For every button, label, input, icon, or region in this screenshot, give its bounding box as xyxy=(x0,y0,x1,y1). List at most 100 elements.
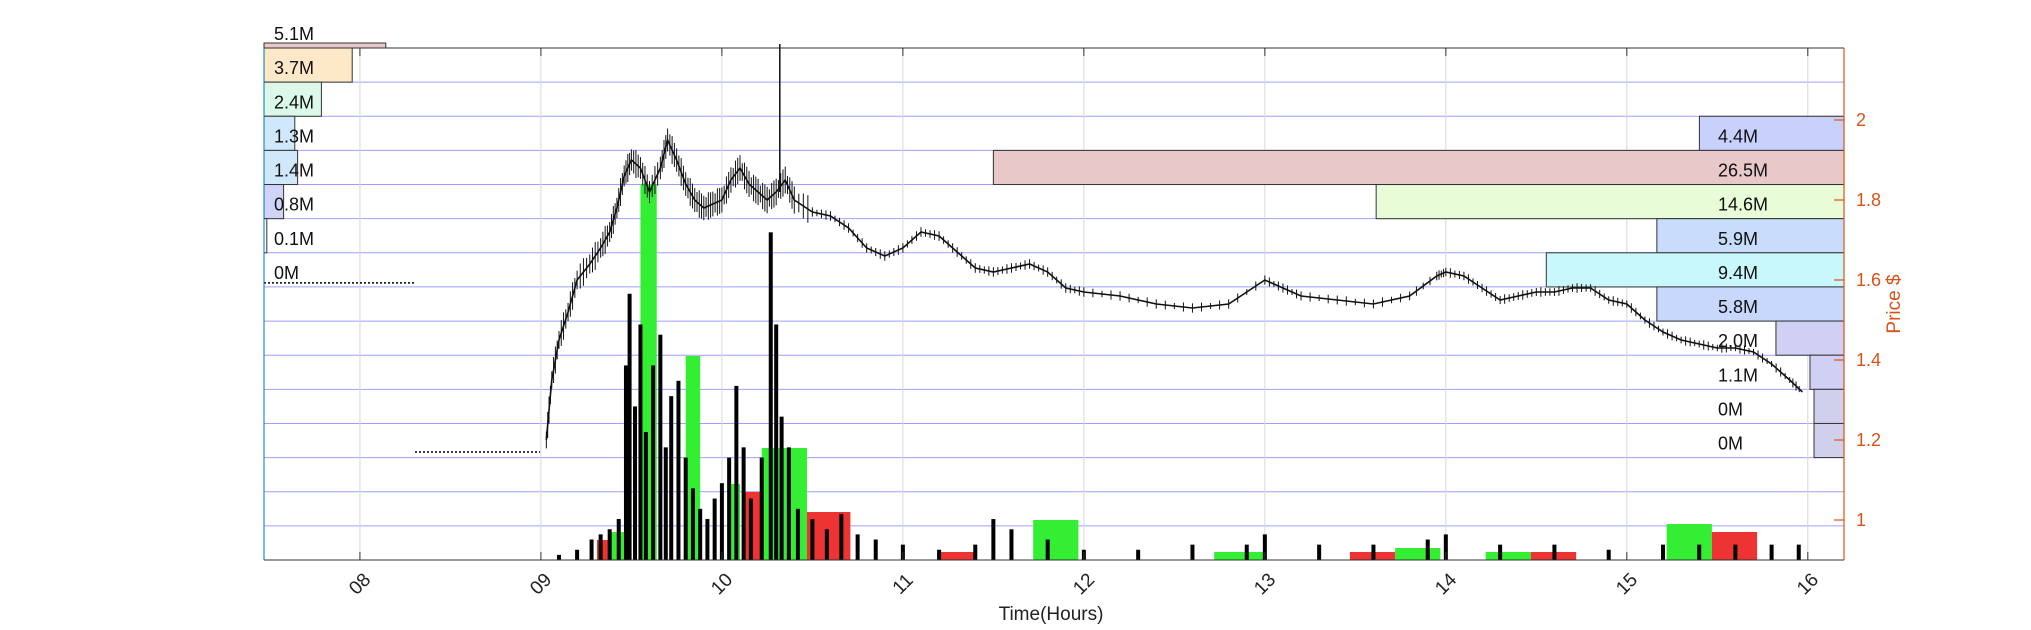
trade-volume-spike xyxy=(557,554,562,560)
x-tick-label: 09 xyxy=(526,569,556,599)
left-profile-label: 3.7M xyxy=(274,58,314,78)
y-tick-label: 1.6 xyxy=(1856,270,1881,290)
trade-volume-spike xyxy=(598,534,603,560)
trade-volume-spike xyxy=(589,539,594,560)
trade-volume-spike xyxy=(937,549,942,560)
trade-volume-spike xyxy=(973,544,978,560)
right-profile-bar xyxy=(1813,388,1845,424)
right-profile-bar xyxy=(1698,115,1845,151)
trade-volume-spike xyxy=(1697,544,1702,560)
price-layer xyxy=(545,44,1803,449)
trade-volume-spike xyxy=(575,549,580,560)
right-profile-label: 0M xyxy=(1718,399,1743,419)
trade-volume-spike xyxy=(1262,534,1267,560)
buy-volume-bar xyxy=(1033,520,1079,560)
buy-volume-bar xyxy=(1395,548,1441,560)
trade-volume-spike xyxy=(1009,529,1014,560)
trade-volume-spike xyxy=(1733,544,1738,560)
trade-volume-spike xyxy=(774,324,779,560)
y-tick-label: 1 xyxy=(1856,510,1866,530)
right-profile-bar xyxy=(992,149,1845,186)
trade-volume-spike xyxy=(690,488,695,560)
trade-volume-spike xyxy=(873,539,878,560)
left-profile-label: 0.8M xyxy=(274,195,314,215)
trade-volume-spike xyxy=(824,529,829,560)
trade-volume-spike xyxy=(1136,549,1141,560)
trade-volume-spike xyxy=(633,406,638,560)
trade-volume-spike xyxy=(1190,544,1195,560)
x-tick-label: 15 xyxy=(1612,569,1642,599)
right-profile-label: 9.4M xyxy=(1718,263,1758,283)
trade-volume-spike xyxy=(658,334,663,560)
y-tick-label: 1.8 xyxy=(1856,190,1881,210)
sell-volume-bar xyxy=(745,492,762,560)
right-profile-bar xyxy=(1375,184,1845,220)
right-profile-bar xyxy=(1775,320,1845,356)
buy-volume-bar xyxy=(1214,552,1265,560)
trade-volume-spike xyxy=(839,513,844,560)
trade-volume-spike xyxy=(748,498,753,560)
right-profile-bar xyxy=(1809,354,1845,390)
trade-volume-spike xyxy=(651,365,656,560)
trade-volume-spike xyxy=(1425,539,1430,560)
trade-volume-spike xyxy=(741,447,746,560)
axes-layer: 08 09 10 11 12 13 14 15 16 1 1.2 1.4 1.6 1.8 2 xyxy=(263,47,1881,599)
buy-volume-bar xyxy=(761,448,807,560)
right-profile-label: 5.9M xyxy=(1718,229,1758,249)
trade-volume-spike xyxy=(855,534,860,560)
trade-volume-spike xyxy=(810,519,815,560)
right-profile-label: 14.6M xyxy=(1718,195,1768,215)
buy-volume-bar xyxy=(1666,524,1712,560)
trade-volume-spike xyxy=(786,447,791,560)
trade-volume-spike xyxy=(1317,544,1322,560)
x-tick-label: 10 xyxy=(707,569,737,599)
buy-volume-bar xyxy=(685,356,701,560)
trade-volume-spike xyxy=(638,324,643,560)
trade-volume-spike xyxy=(1552,544,1557,560)
trade-volume-spike xyxy=(727,457,732,560)
trade-volume-spike xyxy=(1769,544,1774,560)
trade-volume-spike xyxy=(616,519,621,560)
right-profile-label: 2.0M xyxy=(1718,331,1758,351)
left-profile-label: 1.3M xyxy=(274,126,314,146)
trade-volume-spike xyxy=(669,396,674,560)
right-profile-label: 4.4M xyxy=(1718,126,1758,146)
x-axis-label: Time(Hours) xyxy=(999,604,1104,625)
y-axis-label: Price $ xyxy=(1884,274,1905,334)
left-profile-bar xyxy=(263,81,322,117)
trade-volume-spike xyxy=(663,447,668,560)
trade-volume-spike xyxy=(1244,544,1249,560)
trade-volume-spike xyxy=(712,498,717,560)
trade-volume-spike xyxy=(779,416,784,560)
left-profile-bar xyxy=(263,149,299,186)
left-profile-label: 2.4M xyxy=(274,92,314,112)
trade-volume-spike xyxy=(1045,539,1050,560)
y-tick-label: 1.4 xyxy=(1856,350,1881,370)
right-profile-bar xyxy=(1656,286,1845,322)
left-profile-label: 5.1M xyxy=(274,24,314,44)
trade-volume-spike xyxy=(768,232,773,560)
trade-volume-spike xyxy=(734,385,739,560)
trade-volume-spike xyxy=(623,365,628,560)
right-profile-bar xyxy=(1545,252,1845,288)
buy-volume-bar xyxy=(1485,552,1531,560)
grid-layer xyxy=(264,47,1844,561)
trade-volume-spike xyxy=(1498,544,1503,560)
right-profile-label: 26.5M xyxy=(1718,161,1768,181)
trade-volume-spike xyxy=(1443,534,1448,560)
trade-volume-spike xyxy=(627,293,632,560)
trade-volume-spike xyxy=(676,380,681,560)
trade-volume-spike xyxy=(1606,549,1611,560)
sell-volume-bar xyxy=(939,552,976,560)
trade-volume-spike xyxy=(759,457,764,560)
right-profile-bar xyxy=(1656,218,1845,254)
x-tick-label: 08 xyxy=(345,569,375,599)
trade-volume-spike xyxy=(1371,544,1376,560)
y-tick-label: 2 xyxy=(1856,110,1866,130)
right-profile-label: 0M xyxy=(1718,434,1743,454)
x-tick-label: 14 xyxy=(1431,569,1461,599)
volume-layer xyxy=(557,184,1801,560)
trade-volume-spike xyxy=(1796,544,1801,560)
right-profile-label: 5.8M xyxy=(1718,297,1758,317)
